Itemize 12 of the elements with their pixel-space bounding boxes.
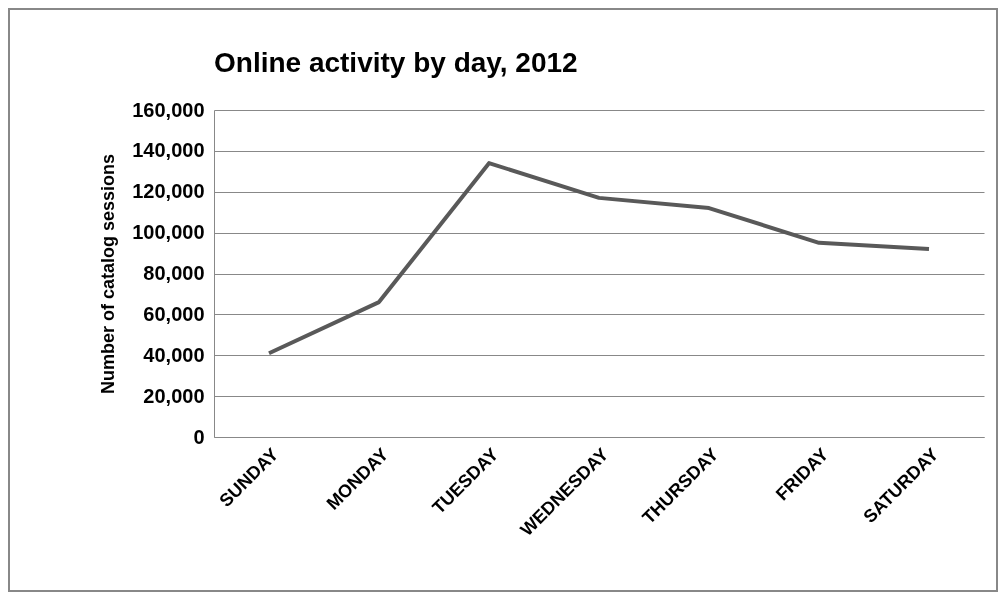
y-tick-label: 80,000 [143,262,205,284]
y-axis-title: Number of catalog sessions [98,153,119,395]
y-tick-label: 100,000 [132,221,205,244]
y-tick-label: 40,000 [143,343,205,366]
line-series [267,161,931,356]
y-tick-label: 120,000 [132,180,205,203]
y-tick-label: 160,000 [132,98,205,121]
chart-title: Online activity by day, 2012 [214,47,578,78]
y-tick-label: 140,000 [132,139,205,162]
y-tick-label: 20,000 [143,384,205,407]
y-tick-label: 0 [193,425,205,448]
y-tick-label: 60,000 [143,302,205,325]
